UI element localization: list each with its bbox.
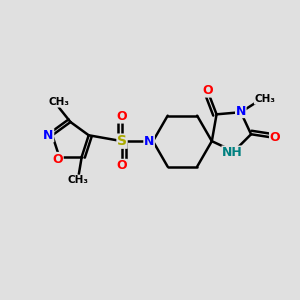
Text: O: O bbox=[117, 159, 127, 172]
Text: NH: NH bbox=[222, 146, 243, 159]
Text: O: O bbox=[117, 110, 127, 123]
Text: S: S bbox=[117, 134, 127, 148]
Text: CH₃: CH₃ bbox=[48, 97, 69, 107]
Text: CH₃: CH₃ bbox=[254, 94, 275, 104]
Text: O: O bbox=[202, 84, 213, 97]
Text: N: N bbox=[144, 135, 154, 148]
Text: O: O bbox=[270, 131, 280, 144]
Text: N: N bbox=[43, 129, 54, 142]
Text: O: O bbox=[52, 152, 63, 166]
Text: N: N bbox=[236, 104, 246, 118]
Text: CH₃: CH₃ bbox=[68, 175, 89, 185]
